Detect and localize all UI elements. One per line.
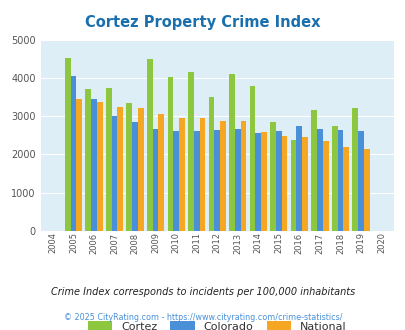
Bar bbox=[111, 116, 117, 231]
Bar bbox=[228, 74, 234, 231]
Bar bbox=[260, 132, 266, 231]
Text: © 2025 CityRating.com - https://www.cityrating.com/crime-statistics/: © 2025 CityRating.com - https://www.city… bbox=[64, 313, 341, 322]
Bar bbox=[316, 129, 322, 231]
Bar bbox=[179, 118, 184, 231]
Bar bbox=[255, 133, 260, 231]
Bar bbox=[152, 129, 158, 231]
Bar bbox=[343, 147, 348, 231]
Bar bbox=[249, 86, 255, 231]
Bar bbox=[70, 76, 76, 231]
Bar bbox=[296, 126, 301, 231]
Bar bbox=[97, 102, 102, 231]
Bar bbox=[301, 137, 307, 231]
Bar bbox=[167, 77, 173, 231]
Bar bbox=[275, 131, 281, 231]
Legend: Cortez, Colorado, National: Cortez, Colorado, National bbox=[83, 317, 350, 330]
Text: Crime Index corresponds to incidents per 100,000 inhabitants: Crime Index corresponds to incidents per… bbox=[51, 287, 354, 297]
Bar bbox=[85, 89, 91, 231]
Bar bbox=[76, 99, 82, 231]
Bar bbox=[234, 129, 240, 231]
Bar bbox=[269, 122, 275, 231]
Bar bbox=[357, 131, 363, 231]
Bar bbox=[126, 103, 132, 231]
Bar bbox=[281, 136, 287, 231]
Text: Cortez Property Crime Index: Cortez Property Crime Index bbox=[85, 15, 320, 30]
Bar bbox=[352, 108, 357, 231]
Bar bbox=[331, 126, 337, 231]
Bar bbox=[311, 111, 316, 231]
Bar bbox=[65, 58, 70, 231]
Bar bbox=[322, 141, 328, 231]
Bar bbox=[117, 107, 123, 231]
Bar bbox=[138, 108, 143, 231]
Bar bbox=[290, 140, 296, 231]
Bar bbox=[199, 118, 205, 231]
Bar bbox=[173, 131, 179, 231]
Bar bbox=[132, 121, 138, 231]
Bar bbox=[158, 114, 164, 231]
Bar bbox=[214, 130, 220, 231]
Bar bbox=[337, 130, 343, 231]
Bar bbox=[240, 121, 246, 231]
Bar bbox=[193, 131, 199, 231]
Bar bbox=[220, 121, 225, 231]
Bar bbox=[188, 72, 193, 231]
Bar bbox=[147, 59, 152, 231]
Bar bbox=[106, 88, 111, 231]
Bar bbox=[91, 99, 97, 231]
Bar bbox=[208, 97, 214, 231]
Bar bbox=[363, 149, 369, 231]
